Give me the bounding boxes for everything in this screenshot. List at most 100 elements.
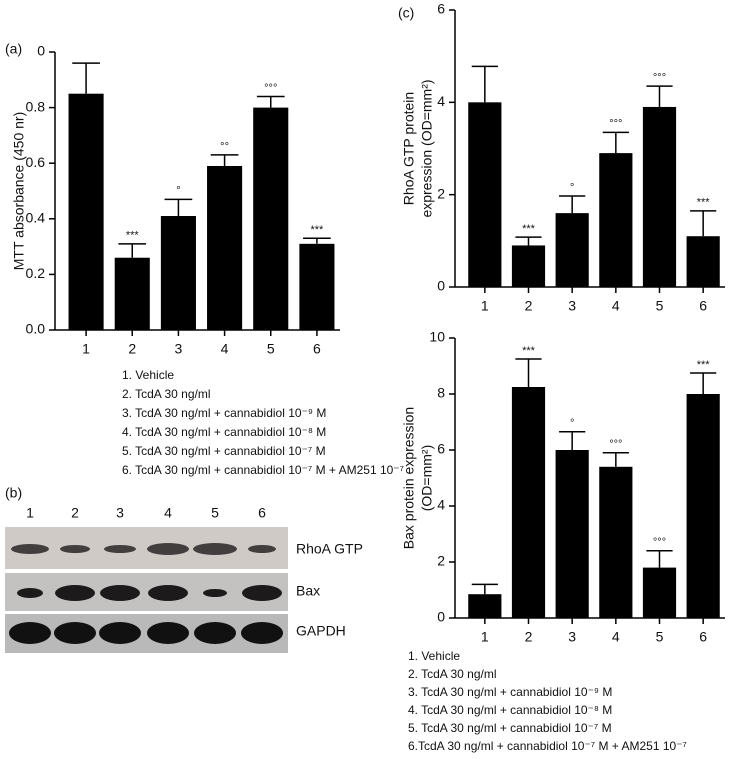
y-tick-label: 10 <box>429 329 445 345</box>
x-tick-label: 4 <box>612 298 620 314</box>
blot-band <box>60 545 90 553</box>
x-tick-label: 1 <box>481 629 489 645</box>
bar <box>68 93 104 330</box>
lane-label: 5 <box>211 505 219 521</box>
blot-strip <box>5 614 288 653</box>
x-tick-label: 6 <box>313 341 321 357</box>
y-tick-label: 0.0 <box>26 321 46 337</box>
blot-band <box>193 543 237 555</box>
y-tick-label: 0.2 <box>26 265 46 281</box>
x-tick-label: 3 <box>175 341 183 357</box>
bar <box>555 213 589 287</box>
blot-band <box>17 588 43 598</box>
significance-mark: *** <box>310 224 324 236</box>
lane-label: 2 <box>71 505 79 521</box>
significance-mark: ° <box>570 418 574 430</box>
lane-label: 4 <box>164 505 172 521</box>
y-axis-label: MTT absorbance (450 nr) <box>11 112 27 270</box>
y-tick-label: 4 <box>437 93 445 109</box>
x-tick-label: 4 <box>221 341 229 357</box>
bar <box>599 466 633 618</box>
blot-band <box>11 544 49 554</box>
bar <box>468 594 502 618</box>
y-tick-label: 0.8 <box>26 98 46 114</box>
significance-mark: ° <box>570 182 574 194</box>
panel-label: (b) <box>5 485 22 501</box>
bar <box>468 102 502 287</box>
lane-label: 1 <box>26 505 34 521</box>
blot-band <box>241 622 283 644</box>
blot-band <box>55 585 95 601</box>
y-axis-label: expression (OD=mm²) <box>419 79 435 217</box>
y-tick-label: 0 <box>37 43 45 59</box>
y-axis-label: (OD=mm²) <box>419 445 435 512</box>
legend-note: 4. TcdA 30 ng/ml + cannabidiol 10⁻⁸ M <box>408 703 612 717</box>
legend-note: 5. TcdA 30 ng/ml + cannabidiol 10⁻⁷ M <box>408 721 612 735</box>
significance-mark: °°° <box>653 72 666 84</box>
y-tick-label: 2 <box>437 553 445 569</box>
blot-band <box>242 585 282 601</box>
x-tick-label: 2 <box>128 341 136 357</box>
x-tick-label: 5 <box>656 298 664 314</box>
significance-mark: °°° <box>609 439 622 451</box>
blot-band <box>100 585 140 601</box>
y-tick-label: 0.6 <box>26 154 46 170</box>
bar <box>207 165 243 330</box>
lane-label: 6 <box>258 505 266 521</box>
x-tick-label: 6 <box>699 629 707 645</box>
panel-label: (c) <box>398 5 414 21</box>
blot-band <box>147 543 189 555</box>
blot-band <box>104 545 136 553</box>
significance-mark: °°° <box>653 537 666 549</box>
y-tick-label: 0.4 <box>26 210 46 226</box>
legend-note: 6. TcdA 30 ng/ml + cannabidiol 10⁻⁷ M + … <box>122 463 404 477</box>
significance-mark: °°° <box>264 82 277 94</box>
bar <box>686 394 720 618</box>
y-tick-label: 4 <box>437 497 445 513</box>
x-tick-label: 5 <box>656 629 664 645</box>
y-tick-label: 6 <box>437 1 445 17</box>
legend-note: 4. TcdA 30 ng/ml + cannabidiol 10⁻⁸ M <box>122 425 326 439</box>
x-tick-label: 6 <box>699 298 707 314</box>
blot-band <box>147 622 189 644</box>
x-tick-label: 1 <box>481 298 489 314</box>
bar <box>686 236 720 287</box>
bar <box>511 387 546 618</box>
blot-strip <box>5 573 288 611</box>
blot-row-label: RhoA GTP <box>296 541 363 557</box>
significance-mark: *** <box>126 230 140 242</box>
x-tick-label: 2 <box>525 298 533 314</box>
blot-band <box>203 589 227 597</box>
y-axis-label: RhoA GTP protein <box>401 92 417 205</box>
legend-note: 3. TcdA 30 ng/ml + cannabidiol 10⁻⁹ M <box>408 685 612 699</box>
legend-note: 5. TcdA 30 ng/ml + cannabidiol 10⁻⁷ M <box>122 444 326 458</box>
x-tick-label: 3 <box>568 629 576 645</box>
y-axis-label: Bax protein expression <box>401 407 417 549</box>
bar <box>642 106 677 287</box>
significance-mark: ° <box>176 185 180 197</box>
x-tick-label: 4 <box>612 629 620 645</box>
y-tick-label: 2 <box>437 185 445 201</box>
bar <box>253 107 289 330</box>
blot-band <box>99 622 141 644</box>
bar <box>511 245 546 287</box>
blot-strip <box>5 527 288 569</box>
x-tick-label: 1 <box>82 341 90 357</box>
blot-band <box>248 545 276 553</box>
significance-mark: °°° <box>609 118 622 130</box>
blot-band <box>148 585 188 601</box>
legend-note: 1. Vehicle <box>122 368 174 382</box>
blot-row-label: GAPDH <box>296 623 346 639</box>
legend-note: 2. TcdA 30 ng/ml <box>408 667 497 681</box>
y-tick-label: 8 <box>437 385 445 401</box>
lane-label: 3 <box>116 505 124 521</box>
significance-mark: *** <box>697 197 711 209</box>
significance-mark: °° <box>220 141 229 153</box>
significance-mark: *** <box>697 359 711 371</box>
bar <box>114 257 150 330</box>
bar <box>299 243 335 330</box>
y-tick-label: 6 <box>437 441 445 457</box>
x-tick-label: 3 <box>568 298 576 314</box>
